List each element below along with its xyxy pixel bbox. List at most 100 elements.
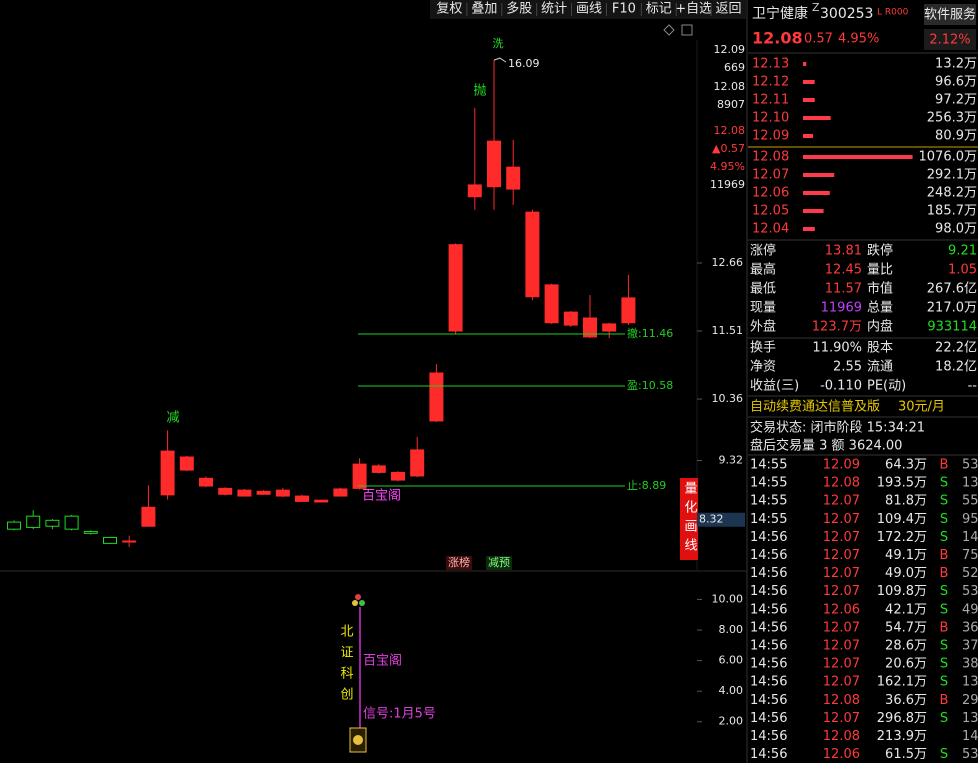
trade-count: 135 <box>962 476 978 491</box>
book-price: 12.05 <box>752 204 789 219</box>
sector[interactable]: 软件服务 <box>924 7 976 23</box>
toolbar-button[interactable]: 复权 <box>436 1 462 17</box>
stat-label: 换手 <box>750 341 776 356</box>
toolbar-button[interactable]: 画线 <box>576 2 602 17</box>
trade-volume: 162.1万 <box>877 675 927 690</box>
side-label-box[interactable] <box>680 478 698 560</box>
trade-time: 14:56 <box>750 729 787 744</box>
stat-value: 22.2亿 <box>935 341 977 356</box>
book-bar <box>803 227 815 231</box>
trade-count: 132 <box>962 711 978 726</box>
toolbar-button[interactable]: 返回 <box>716 2 742 17</box>
trade-time: 14:56 <box>750 566 787 581</box>
toolbar-button[interactable]: +自选 <box>675 2 712 17</box>
book-bar <box>803 191 830 195</box>
candle-body <box>544 284 559 324</box>
annotation: 洗 <box>493 37 504 50</box>
candle-body <box>410 449 425 477</box>
trade-side: S <box>940 530 948 545</box>
trade-time: 14:56 <box>750 602 787 617</box>
sector-pct-box <box>924 29 976 50</box>
candle-body <box>506 166 521 190</box>
quote-value: 8907 <box>717 98 745 111</box>
trade-count: 52 <box>962 566 978 581</box>
stat-value: -0.110 <box>820 379 862 394</box>
trade-price: 12.07 <box>823 657 860 672</box>
book-volume: 97.2万 <box>935 93 977 108</box>
icon-coin-face <box>353 735 363 745</box>
stat-label: 内盘 <box>867 319 893 335</box>
trade-time: 14:56 <box>750 675 787 690</box>
stat-value: 933114 <box>927 320 977 335</box>
trade-count: 142 <box>962 729 978 744</box>
trade-price: 12.09 <box>823 458 860 473</box>
trade-count: 36 <box>962 620 978 635</box>
trade-time: 14:56 <box>750 584 787 599</box>
toolbar-button[interactable]: 叠加 <box>471 2 497 17</box>
candle-body <box>314 499 329 503</box>
trade-volume: 36.6万 <box>885 693 927 708</box>
trade-volume: 28.6万 <box>885 639 927 654</box>
candle-body <box>467 184 482 198</box>
trade-time: 14:56 <box>750 530 787 545</box>
tag[interactable]: 涨榜 <box>448 555 470 569</box>
side-label[interactable]: 量化画线 <box>682 481 698 557</box>
stat-value: 2.55 <box>833 360 862 375</box>
toolbar-button[interactable]: 标记 <box>646 2 672 17</box>
candle-body <box>83 531 98 534</box>
book-price: 12.11 <box>752 93 789 108</box>
trade-price: 12.07 <box>823 639 860 654</box>
candle-body <box>352 463 367 489</box>
trade-price: 12.07 <box>823 494 860 509</box>
toolbar-button[interactable]: 统计 <box>541 2 567 17</box>
icon-square[interactable] <box>681 24 693 36</box>
level-label: 盈:10.58 <box>627 379 673 392</box>
annotation: 百宝阁 <box>362 489 401 504</box>
stat-label: PE(动) <box>867 379 906 394</box>
candle-body <box>448 244 463 332</box>
candle-body <box>179 456 194 471</box>
sector-box[interactable] <box>924 4 976 25</box>
trade-price: 12.07 <box>823 530 860 545</box>
candle-body <box>45 519 60 527</box>
y-tick-label: 6.00 <box>719 654 744 667</box>
candle-body <box>218 487 233 495</box>
annotation: 抛 <box>473 84 486 99</box>
trade-side: S <box>940 639 948 654</box>
trade-count: 29 <box>962 693 978 708</box>
promo[interactable]: 自动续费通达信普及版 <box>750 400 880 415</box>
stat-value: 11969 <box>821 301 862 316</box>
candle-body <box>333 488 348 497</box>
trade-price: 12.07 <box>823 512 860 527</box>
promo-price[interactable]: 30元/月 <box>898 400 945 415</box>
candle-body <box>391 471 405 481</box>
stat-value: 18.2亿 <box>935 360 977 375</box>
trade-time: 14:55 <box>750 512 787 527</box>
stat-value: 11.57 <box>825 282 862 297</box>
book-bar <box>803 209 824 213</box>
trade-time: 14:56 <box>750 548 787 563</box>
trade-side: B <box>940 548 949 563</box>
quote-value: 669 <box>724 61 745 74</box>
candle-body <box>602 323 617 332</box>
icon-diamond[interactable] <box>663 24 675 36</box>
trade-side: B <box>940 566 949 581</box>
change: 0.57 <box>804 32 833 47</box>
stat-label: 股本 <box>867 341 893 356</box>
quote-value: 11969 <box>710 178 745 191</box>
stat-label: 量比 <box>867 263 893 278</box>
trade-side: B <box>940 458 949 473</box>
book-volume: 96.6万 <box>935 75 977 90</box>
trade-volume: 64.3万 <box>885 458 927 473</box>
tag[interactable]: 减预 <box>488 556 510 569</box>
candle-body <box>429 372 444 422</box>
trade-price: 12.07 <box>823 620 860 635</box>
annotation: 减 <box>166 411 179 426</box>
trade-time: 14:55 <box>750 458 787 473</box>
book-price: 12.04 <box>752 222 789 237</box>
trade-count: 53 <box>962 458 978 473</box>
y-tick-label: 10.00 <box>712 592 744 605</box>
toolbar-button[interactable]: F10 <box>612 2 636 17</box>
trade-volume: 193.5万 <box>877 476 927 491</box>
toolbar-button[interactable]: 多股 <box>506 1 532 17</box>
